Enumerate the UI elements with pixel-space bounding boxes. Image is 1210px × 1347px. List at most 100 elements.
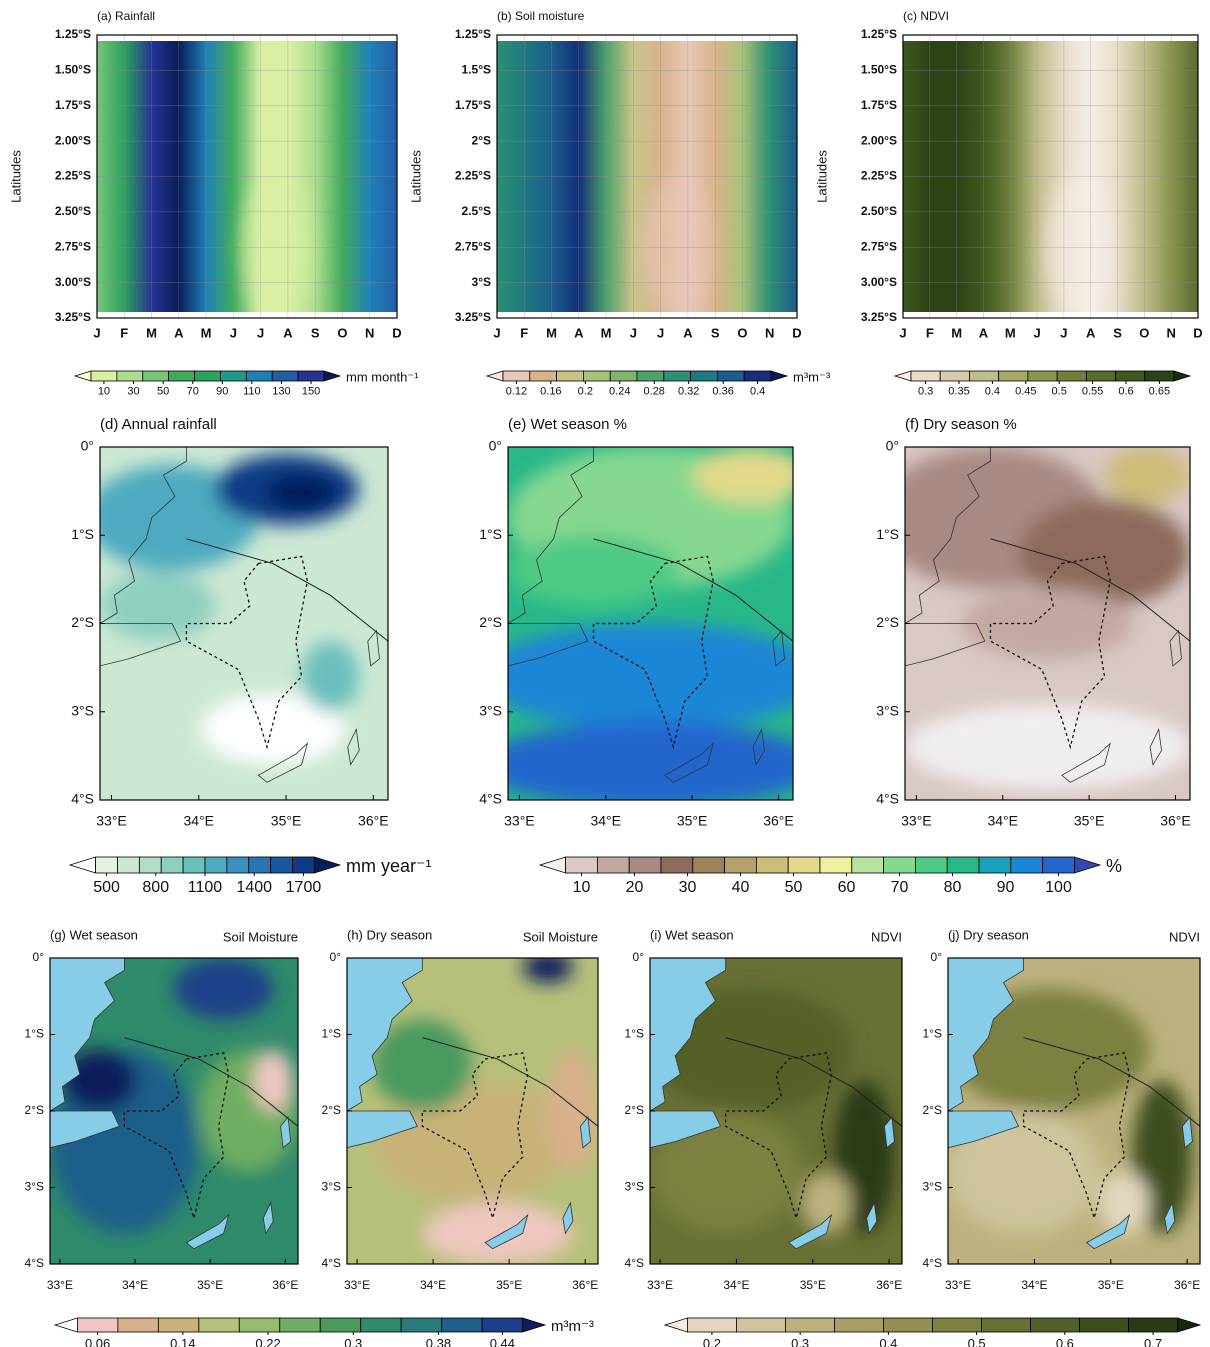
colorbar-label: 1400 (236, 879, 272, 896)
y-tick-label: 2.75°S (861, 239, 897, 253)
x-tick-label: M (951, 325, 962, 340)
plot-frame (49, 957, 299, 1265)
x-tick-label: 34°E (590, 813, 621, 829)
field (905, 447, 1190, 800)
colorbar-end (485, 370, 504, 382)
y-tick-label: 3°S (25, 1180, 44, 1194)
x-tick-label: 34°E (723, 1278, 749, 1292)
x-tick-label: A (979, 325, 989, 340)
colorbar-cell (157, 1317, 200, 1333)
colorbar-label: 100 (1045, 879, 1072, 896)
lake (752, 728, 765, 766)
colorbar-cell (978, 856, 1012, 874)
colorbar-cell (502, 370, 531, 382)
x-tick-label: O (737, 325, 747, 340)
colorbar-label: 0.16 (540, 386, 561, 398)
x-tick-label: 33°E (945, 1278, 971, 1292)
band (97, 35, 397, 41)
y-tick-label: 1.5°S (462, 63, 491, 77)
park-boundary (123, 1052, 230, 1221)
x-tick-label: 35°E (271, 813, 302, 829)
field-blob (253, 1049, 294, 1111)
panel: J F M A M J J A S O N D 1.25°S 1.50°S 1.75°S 2.00°S 2.25… (8, 9, 401, 340)
colorbar-cell (481, 1317, 523, 1333)
band (903, 35, 1198, 41)
panel-title: (h) Dry season (347, 927, 432, 942)
x-tick-label: D (392, 325, 401, 340)
panel-title: (d) Annual rainfall (100, 416, 217, 433)
lake (257, 742, 309, 783)
plot-frame (496, 34, 798, 319)
panel-variable: Soil Moisture (223, 929, 298, 944)
lake (1085, 1213, 1131, 1250)
panel-title: (c) NDVI (903, 9, 949, 23)
y-tick-label: 2.25°S (861, 169, 897, 183)
colorbar-cell (1010, 856, 1043, 874)
colorbar-cell (939, 370, 970, 382)
field-blob (372, 1019, 473, 1111)
colorbar-cell (1079, 1317, 1129, 1333)
colorbar-label: 0.55 (1082, 386, 1103, 398)
plot-frame (507, 446, 794, 801)
x-tick-label: D (1193, 325, 1202, 340)
x-tick-label: M (146, 325, 157, 340)
x-tick-label: M (546, 325, 557, 340)
y-tick-label: 1°S (625, 1027, 644, 1041)
colorbar-label: 10 (573, 879, 591, 896)
y-tick-label: 0° (81, 438, 94, 454)
colorbar-cell (116, 370, 144, 382)
x-tick-label: A (683, 325, 693, 340)
colorbar-label: 0.12 (506, 386, 527, 398)
x-tick-label: J (899, 325, 906, 340)
colorbar-cell (95, 856, 118, 874)
y-tick-label: 1°S (923, 1027, 942, 1041)
y-tick-label: 2.50°S (861, 204, 897, 218)
y-tick-label: 1.50°S (861, 63, 897, 77)
colorbar-unit: m³m⁻³ (551, 1318, 594, 1335)
lake (347, 958, 423, 1149)
colorbar-unit: mm year⁻¹ (346, 856, 432, 876)
y-tick-label: 3°S (923, 1180, 942, 1194)
lake (905, 447, 991, 667)
x-tick-label: 34°E (1021, 1278, 1047, 1292)
colorbar-cell (565, 856, 598, 874)
colorbar-label: 50 (157, 386, 169, 398)
panel-title: (e) Wet season % (508, 416, 627, 433)
y-tick-label: 0° (931, 950, 943, 964)
colorbar-label: 0.36 (712, 386, 733, 398)
field-blob (1099, 1172, 1150, 1234)
colorbar-label: 0.65 (1149, 386, 1170, 398)
colorbar-label: 20 (626, 879, 644, 896)
colorbar-cell (583, 370, 611, 382)
y-tick-label: 4°S (923, 1256, 942, 1270)
x-tick-label: 33°E (47, 1278, 73, 1292)
colorbar-cell (932, 1317, 982, 1333)
y-tick-label: 2°S (322, 1103, 341, 1117)
colorbar-cell (117, 856, 140, 874)
colorbar-cell (663, 370, 691, 382)
y-tick-label: 2.5°S (462, 204, 491, 218)
lake (50, 958, 125, 1149)
lake (1181, 1116, 1193, 1149)
y-tick-label: 1.25°S (861, 27, 897, 41)
park-boundary (1022, 1052, 1131, 1221)
blobs (948, 988, 1193, 1234)
colorbar-cell (597, 856, 630, 874)
park-boundary (724, 1052, 833, 1221)
x-tick-label: 36°E (272, 1278, 298, 1292)
y-tick-label: 3.25°S (55, 310, 91, 324)
colorbar-cell (756, 856, 789, 874)
plot-frame (99, 446, 389, 801)
panel-title: (a) Rainfall (97, 9, 155, 23)
colorbar-cell (660, 856, 694, 874)
y-tick-label: 2.75°S (455, 239, 491, 253)
colorbar-cell (609, 370, 638, 382)
lake (1169, 629, 1182, 667)
colorbar-label: 0.4 (985, 386, 1000, 398)
y-tick-label: 2.25°S (455, 169, 491, 183)
colorbar-end (323, 370, 342, 382)
x-tick-label: 36°E (572, 1278, 598, 1292)
y-tick-label: 1°S (25, 1027, 44, 1041)
field-blob (1104, 447, 1190, 504)
colorbar-cell (724, 856, 757, 874)
